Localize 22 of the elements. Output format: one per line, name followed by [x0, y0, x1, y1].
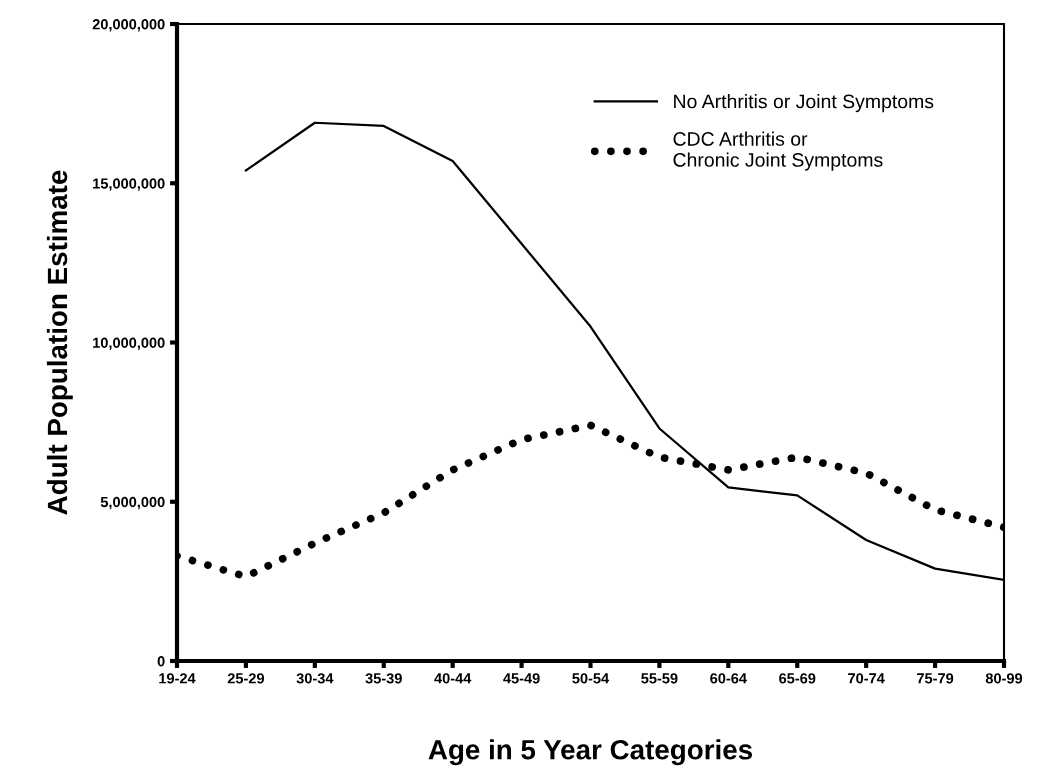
x-tick-label: 25-29 [227, 673, 265, 684]
x-tick-label: 65-69 [779, 673, 816, 684]
y-tick-label: 5,000,000 [100, 496, 165, 510]
x-tick-label: 55-59 [641, 673, 678, 684]
x-axis-title: Age in 5 Year Categories [428, 739, 753, 766]
y-tick-label: 0 [157, 656, 165, 667]
x-tick-label: 19-24 [159, 673, 196, 684]
y-tick-label: 10,000,000 [93, 337, 165, 351]
y-tick-label: 15,000,000 [93, 178, 165, 191]
x-tick-label: 70-74 [848, 673, 885, 684]
x-tick-label: 40-44 [434, 673, 472, 684]
x-tick-label: 60-64 [710, 673, 747, 684]
legend-label: CDC Arthritis or Chronic Joint Symptoms [673, 131, 883, 171]
x-tick-label: 50-54 [572, 673, 610, 684]
x-tick-label: 80-99 [985, 673, 1023, 684]
legend-label: No Arthritis or Joint Symptoms [674, 94, 934, 113]
y-tick-label: 20,000,000 [92, 19, 165, 32]
x-tick-label: 35-39 [365, 673, 402, 684]
x-tick-label: 30-34 [296, 673, 334, 684]
x-tick-label: 45-49 [503, 673, 540, 684]
x-tick-label: 75-79 [917, 673, 954, 684]
y-axis-title: Adult Population Estimate [46, 170, 73, 515]
